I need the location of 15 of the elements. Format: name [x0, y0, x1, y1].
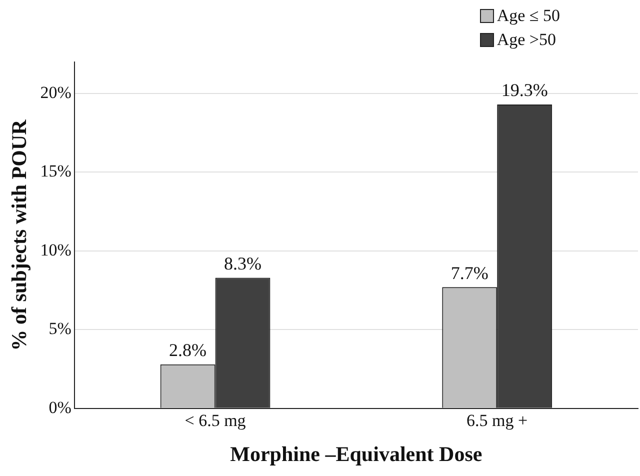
y-axis-title: % of subjects with POUR — [7, 118, 32, 351]
x-tick-label: 6.5 mg + — [466, 411, 528, 430]
data-label: 2.8% — [169, 340, 207, 360]
x-tick-label: < 6.5 mg — [184, 411, 246, 430]
x-axis-title: Morphine –Equivalent Dose — [230, 442, 482, 466]
y-tick-label: 20% — [40, 82, 72, 102]
y-tick-label: 10% — [40, 240, 72, 260]
y-tick-label: 0% — [48, 398, 72, 417]
data-label: 19.3% — [501, 80, 548, 100]
y-tick-label: 15% — [40, 162, 72, 181]
data-label: 7.7% — [450, 262, 488, 283]
y-tick-label: 5% — [48, 319, 72, 338]
data-label: 8.3% — [224, 253, 262, 274]
legend-label: Age >50 — [496, 29, 556, 51]
legend-label: Age ≤ 50 — [496, 5, 560, 27]
